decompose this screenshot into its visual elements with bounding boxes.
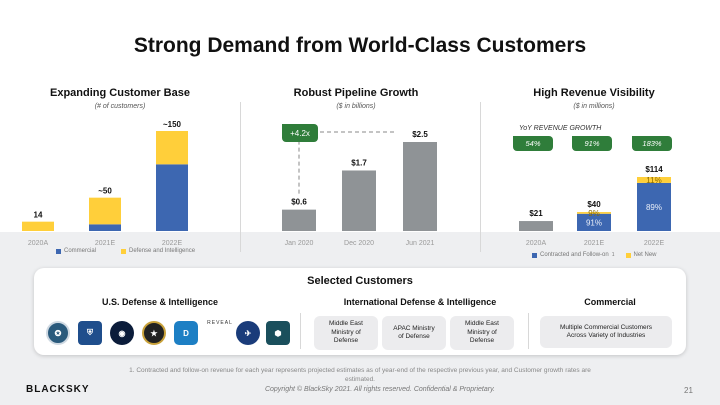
revenue-x-tick-1: 2021E bbox=[584, 240, 605, 247]
revenue-bar-net-new-2 bbox=[637, 177, 671, 183]
pipeline-value-label-0: $0.6 bbox=[291, 198, 307, 207]
revenue-total-label-0: $21 bbox=[529, 209, 543, 218]
revenue-bar-contracted-0 bbox=[519, 221, 553, 231]
hexagon-logo-icon: ⬢ bbox=[266, 321, 290, 345]
intl-box-1: Middle East Ministry of Defense bbox=[314, 316, 378, 350]
legend-contracted: Contracted and Follow-on bbox=[540, 252, 609, 258]
revenue-bar-contracted-2 bbox=[637, 182, 671, 231]
x-tick-label-0: 2020A bbox=[28, 240, 49, 247]
army-shield-icon: ⛨ bbox=[78, 321, 102, 345]
chart-customer-base: 14 2020A ~50 2021E ~150 2022E bbox=[22, 120, 188, 247]
chart2-unit: ($ in billions) bbox=[336, 103, 376, 110]
intl-defense-title: International Defense & Intelligence bbox=[343, 297, 497, 307]
revenue-bar-net-new-1 bbox=[577, 212, 611, 214]
pipeline-bar-1 bbox=[342, 170, 376, 231]
legend-swatch-defense bbox=[121, 248, 127, 254]
pipeline-x-tick-1: Dec 2020 bbox=[344, 240, 374, 247]
bar-total-label-1: ~50 bbox=[98, 187, 112, 196]
revenue-x-tick-0: 2020A bbox=[526, 240, 547, 247]
pipeline-x-tick-0: Jan 2020 bbox=[285, 240, 314, 247]
chart1-legend: Commercial Defense and Intelligence bbox=[56, 248, 195, 254]
pipeline-value-label-1: $1.7 bbox=[351, 158, 367, 167]
card-divider-1 bbox=[300, 313, 301, 349]
intl-box-2: APAC Ministry of Defense bbox=[382, 316, 446, 350]
growth-badge-label: +4.2x bbox=[290, 129, 310, 138]
divider-1 bbox=[240, 102, 241, 252]
us-defense-title: U.S. Defense & Intelligence bbox=[101, 297, 219, 307]
growth-badge bbox=[282, 124, 318, 142]
intl-box-3: Middle East Ministry of Defense bbox=[450, 316, 514, 350]
chart1-title: Expanding Customer Base bbox=[50, 87, 190, 99]
revenue-segment-label-contracted-2: 89% bbox=[646, 203, 662, 212]
yoy-growth-badge-0 bbox=[513, 136, 553, 151]
commercial-title: Commercial bbox=[584, 297, 636, 307]
card-divider-2 bbox=[528, 313, 529, 349]
bar-total-label-0: 14 bbox=[34, 211, 43, 220]
blacksky-logo: BLACKSKY bbox=[26, 384, 90, 395]
bar-total-label-2: ~150 bbox=[163, 120, 182, 129]
legend-footnote-ref: 1 bbox=[611, 252, 615, 258]
reveal-logo-icon: REVEAL bbox=[207, 320, 233, 326]
agency-seal-icon: ✪ bbox=[46, 321, 70, 345]
yoy-growth-label: YoY REVENUE GROWTH bbox=[519, 125, 602, 132]
page-number: 21 bbox=[684, 386, 693, 395]
bar-defense-and-intelligence-2 bbox=[156, 131, 188, 165]
pipeline-bar-2 bbox=[403, 142, 437, 231]
chart1-unit: (# of customers) bbox=[94, 103, 146, 110]
yoy-growth-badge-2 bbox=[632, 136, 672, 151]
x-tick-label-1: 2021E bbox=[95, 240, 116, 247]
legend-commercial: Commercial bbox=[64, 248, 97, 254]
chart3-legend: Contracted and Follow-on 1 Net New bbox=[532, 252, 657, 258]
yoy-growth-badge-1 bbox=[572, 136, 612, 151]
chart3-unit: ($ in millions) bbox=[573, 103, 615, 110]
commercial-box: Multiple Commercial Customers Across Var… bbox=[540, 316, 672, 348]
revenue-total-label-1: $40 bbox=[587, 200, 601, 209]
page-title: Strong Demand from World-Class Customers bbox=[133, 34, 587, 57]
bar-defense-and-intelligence-1 bbox=[89, 197, 121, 225]
bar-commercial-1 bbox=[89, 224, 121, 231]
bar-commercial-2 bbox=[156, 164, 188, 231]
legend-net-new: Net New bbox=[633, 252, 657, 258]
yoy-growth-value-2: 183% bbox=[642, 139, 662, 148]
yoy-growth-value-0: 54% bbox=[525, 139, 540, 148]
customers-title: Selected Customers bbox=[307, 275, 413, 287]
legend-swatch-contracted bbox=[532, 252, 537, 258]
bar-defense-and-intelligence-0 bbox=[22, 221, 54, 231]
revenue-x-tick-2: 2022E bbox=[644, 240, 665, 247]
copyright: Copyright © BlackSky 2021. All rights re… bbox=[264, 386, 496, 393]
chart3-title: High Revenue Visibility bbox=[533, 87, 655, 99]
pipeline-bar-0 bbox=[282, 209, 316, 231]
legend-defense: Defense and Intelligence bbox=[129, 248, 196, 254]
chart-revenue-visibility: $212020A91%9%$402021E89%11%$1142022EYoY … bbox=[513, 125, 672, 247]
pipeline-value-label-2: $2.5 bbox=[412, 130, 428, 139]
legend-swatch-commercial bbox=[56, 248, 61, 254]
legend-swatch-net-new bbox=[625, 252, 631, 258]
charts-svg: 14 2020A ~50 2021E ~150 2022E $0.6 Jan 2020 $1.… bbox=[22, 120, 672, 247]
air-force-seal-icon: ✈ bbox=[236, 321, 260, 345]
diu-logo-icon: D bbox=[174, 321, 198, 345]
revenue-segment-label-net-new-2: 11% bbox=[646, 176, 661, 185]
revenue-bar-contracted-1 bbox=[577, 213, 611, 231]
chart2-title: Robust Pipeline Growth bbox=[293, 87, 419, 99]
revenue-segment-label-net-new-1: 9% bbox=[588, 209, 600, 218]
army-star-icon: ★ bbox=[142, 321, 166, 345]
chart-pipeline-growth: $0.6 Jan 2020 $1.7 Dec 2020 $2.5 Jun 2021 +4.2… bbox=[282, 124, 437, 247]
globe-seal-icon: ◉ bbox=[110, 321, 134, 345]
revenue-total-label-2: $114 bbox=[645, 165, 663, 174]
footnote: 1. Contracted and follow-on revenue for … bbox=[129, 367, 591, 383]
revenue-segment-label-contracted-1: 91% bbox=[586, 218, 602, 227]
yoy-growth-value-1: 91% bbox=[584, 139, 599, 148]
divider-2 bbox=[480, 102, 481, 252]
pipeline-x-tick-2: Jun 2021 bbox=[406, 240, 435, 247]
x-tick-label-2: 2022E bbox=[162, 240, 183, 247]
